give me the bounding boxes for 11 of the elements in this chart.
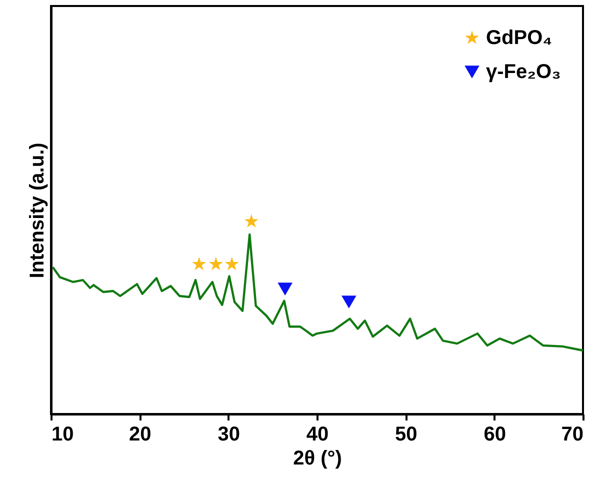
y-axis-title: Intensity (a.u.) xyxy=(26,142,48,278)
x-tick-label: 10 xyxy=(52,424,74,446)
x-tick-label: 40 xyxy=(306,424,329,446)
legend-label: GdPO₄ xyxy=(486,27,552,49)
x-axis-title: 2θ (°) xyxy=(293,448,342,470)
x-tick-label: 60 xyxy=(484,424,506,446)
x-tick-label: 50 xyxy=(395,424,418,446)
x-tick-label: 30 xyxy=(218,424,240,446)
x-tick-label: 70 xyxy=(561,424,584,446)
legend-label: γ-Fe₂O₃ xyxy=(486,61,561,83)
x-tick-label: 20 xyxy=(129,424,152,446)
